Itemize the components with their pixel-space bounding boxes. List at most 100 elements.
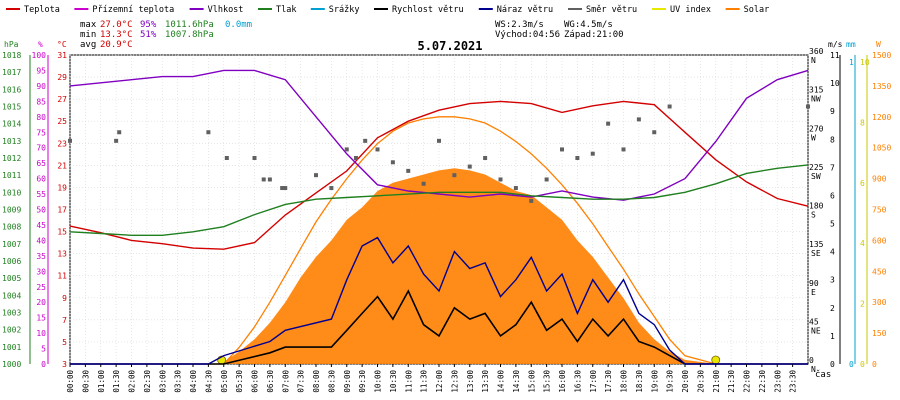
wind-direction-point — [267, 177, 272, 182]
wind-direction-point — [667, 104, 672, 109]
solar-theoretical-line — [70, 116, 808, 365]
stats-avg-temp: 20.9°C — [100, 40, 133, 50]
legend-label: Náraz větru — [497, 5, 553, 15]
press-tick-label: 1008 — [2, 223, 21, 232]
x-tick-label: 10:00 — [374, 370, 383, 393]
rain-tick-label: 1 — [849, 58, 854, 67]
press-tick-label: 1015 — [2, 103, 21, 112]
hum-tick-label: 10 — [36, 329, 46, 338]
wind-direction-point — [421, 181, 426, 186]
wind-direction-point — [283, 186, 288, 191]
series-line-hum — [69, 69, 809, 201]
solar-tick-label: 900 — [872, 175, 887, 184]
wind-direction-point — [353, 156, 358, 160]
temp-tick-label: 17 — [57, 206, 67, 215]
x-tick-label: 07:00 — [281, 370, 290, 393]
x-tick-label: 20:30 — [696, 370, 705, 393]
solar-tick-label: 450 — [872, 267, 887, 276]
solar-tick-label: 1200 — [872, 113, 891, 122]
x-tick-label: 15:00 — [527, 370, 536, 393]
x-tick-label: 14:30 — [512, 370, 521, 393]
wind-direction-point — [498, 177, 503, 182]
x-tick-label: 13:00 — [466, 370, 475, 393]
temp-tick-label: 25 — [57, 117, 67, 126]
solar-tick-label: 600 — [872, 236, 887, 245]
hum-tick-label: 55 — [36, 190, 46, 199]
uv-tick-label: 2 — [860, 300, 865, 309]
temp-tick-label: 13 — [57, 250, 67, 259]
wind-tick-label: 7 — [830, 163, 835, 172]
solar-measured-area — [70, 168, 808, 364]
x-tick-label: 10:30 — [389, 370, 398, 393]
x-tick-label: 04:00 — [189, 370, 198, 393]
legend-label: Solar — [744, 5, 770, 15]
press-tick-label: 1000 — [2, 360, 21, 369]
x-tick-label: 04:30 — [204, 370, 213, 393]
press-tick-label: 1011 — [2, 171, 21, 180]
wind-ws: WS:2.3m/s — [495, 20, 544, 30]
press-tick-label: 1007 — [2, 240, 21, 249]
solar-tick-label: 1050 — [872, 144, 891, 153]
x-axis-label: čas — [815, 369, 831, 380]
axis-unit-wind: m/s — [828, 40, 843, 49]
wind-tick-label: 2 — [830, 304, 835, 313]
hum-tick-label: 80 — [36, 113, 46, 122]
x-tick-label: 17:00 — [589, 370, 598, 393]
wind-tick-label: 3 — [830, 276, 835, 285]
series-line-temp — [69, 100, 809, 250]
dir-tick-value: 0 — [809, 356, 814, 365]
x-tick-label: 19:00 — [650, 370, 659, 393]
temp-tick-label: 5 — [62, 338, 67, 347]
temp-tick-label: 21 — [57, 161, 67, 170]
x-tick-label: 11:30 — [420, 370, 429, 393]
x-tick-label: 00:30 — [81, 370, 90, 393]
wind-tick-label: 5 — [830, 220, 835, 229]
stats-max-hum: 95% — [140, 20, 157, 30]
wind-direction-point — [606, 121, 611, 126]
wind-direction-point — [224, 156, 229, 160]
dir-tick-compass: NE — [811, 326, 821, 335]
x-tick-label: 23:00 — [773, 370, 782, 393]
press-tick-label: 1010 — [2, 188, 21, 197]
hum-tick-label: 60 — [36, 175, 46, 184]
press-tick-label: 1013 — [2, 137, 21, 146]
x-tick-label: 22:00 — [743, 370, 752, 393]
hum-tick-label: 35 — [36, 252, 46, 261]
legend-label: Srážky — [329, 5, 360, 15]
dir-tick-value: 45 — [809, 317, 819, 326]
x-tick-label: 06:00 — [251, 370, 260, 393]
stats-max-label: max — [80, 20, 97, 30]
wind-direction-point — [344, 147, 349, 152]
wind-direction-point — [544, 177, 549, 182]
dir-tick-compass: E — [811, 288, 816, 297]
legend-label: UV index — [670, 5, 711, 15]
press-tick-label: 1014 — [2, 120, 21, 129]
temp-tick-label: 31 — [57, 51, 67, 60]
axis-unit-hum: % — [38, 40, 43, 49]
dir-tick-value: 135 — [809, 240, 824, 249]
press-tick-label: 1018 — [2, 51, 21, 60]
wind-tick-label: 4 — [830, 248, 835, 257]
hum-tick-label: 5 — [41, 345, 46, 354]
press-tick-label: 1001 — [2, 343, 21, 352]
temp-tick-label: 3 — [62, 360, 67, 369]
wind-direction-point — [375, 147, 380, 152]
temp-tick-label: 9 — [62, 294, 67, 303]
press-tick-label: 1004 — [2, 291, 21, 300]
x-tick-label: 03:00 — [158, 370, 167, 393]
x-tick-label: 14:00 — [497, 370, 506, 393]
legend-label: Přízemní teplota — [92, 5, 174, 15]
chart-legend: Teplota Přízemní teplota Vlhkost Tlak Srážky… — [6, 5, 769, 15]
wind-direction-point — [314, 173, 318, 178]
legend-label: Vlhkost — [208, 5, 244, 15]
wind-direction-point — [261, 177, 266, 182]
axis-unit-temp: °C — [57, 40, 67, 49]
press-tick-label: 1009 — [2, 206, 21, 215]
stats-max-rain: 0.0mm — [225, 20, 252, 30]
dir-tick-value: 270 — [809, 124, 824, 133]
solar-tick-label: 1500 — [872, 51, 891, 60]
x-tick-label: 03:30 — [174, 370, 183, 393]
x-tick-label: 00:00 — [66, 370, 75, 393]
wind-direction-points — [68, 104, 810, 203]
